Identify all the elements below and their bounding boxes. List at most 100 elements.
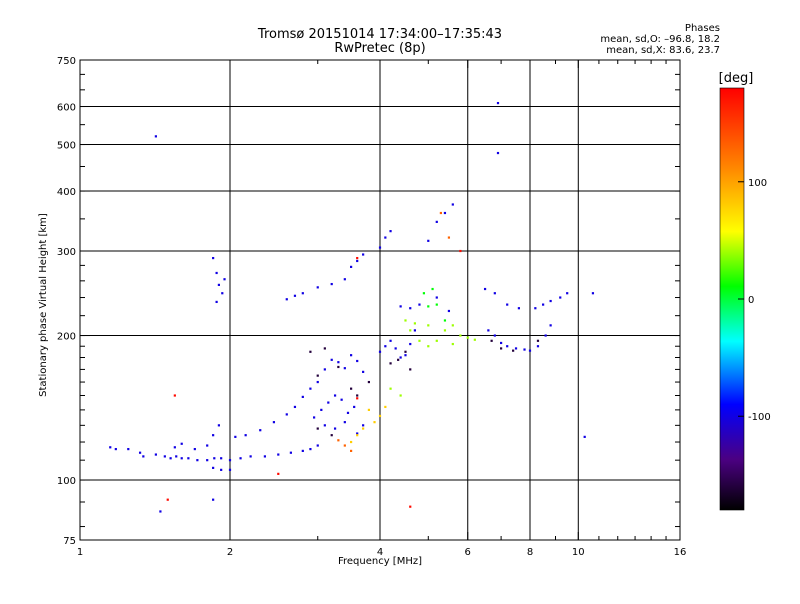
stats-heading: Phases xyxy=(684,23,720,34)
data-point xyxy=(427,324,430,327)
data-point xyxy=(496,101,500,105)
data-point xyxy=(362,370,365,373)
data-point xyxy=(435,303,438,306)
y-tick-label: 500 xyxy=(57,141,76,152)
data-point xyxy=(427,239,430,242)
data-point xyxy=(356,394,359,397)
data-point xyxy=(169,457,172,460)
data-point xyxy=(193,447,196,451)
data-point xyxy=(536,339,540,342)
data-point xyxy=(350,265,353,268)
data-point xyxy=(196,459,199,462)
data-point xyxy=(459,334,462,337)
data-point xyxy=(409,307,412,310)
data-point xyxy=(549,324,552,327)
data-point xyxy=(409,342,412,346)
data-point xyxy=(180,442,183,445)
data-point xyxy=(466,336,469,339)
x-tick-label: 1 xyxy=(77,547,83,558)
data-point xyxy=(413,329,416,332)
data-point xyxy=(249,455,252,458)
data-point xyxy=(493,292,496,295)
data-point xyxy=(427,305,430,308)
data-point xyxy=(323,347,326,350)
data-point xyxy=(384,405,387,409)
data-point xyxy=(272,421,276,424)
data-point xyxy=(323,424,326,427)
data-point xyxy=(487,329,490,332)
data-point xyxy=(114,447,117,451)
data-point xyxy=(404,350,407,353)
y-axis-label: Stationary phase Virtual Height [km] xyxy=(38,213,49,397)
data-point xyxy=(350,440,353,444)
data-point xyxy=(397,358,400,361)
data-point xyxy=(394,347,397,350)
data-point xyxy=(220,457,223,460)
data-point xyxy=(418,339,421,342)
data-point xyxy=(409,505,412,508)
data-point xyxy=(316,286,319,289)
data-point xyxy=(413,322,416,325)
data-point xyxy=(343,278,346,281)
data-point xyxy=(180,457,183,460)
data-point xyxy=(500,341,503,345)
data-point xyxy=(127,447,130,451)
data-point xyxy=(239,457,242,460)
data-point xyxy=(350,387,353,390)
data-point xyxy=(217,424,220,427)
data-point xyxy=(500,347,503,350)
data-point xyxy=(220,468,223,471)
x-tick-label: 6 xyxy=(465,547,471,558)
data-point xyxy=(301,395,304,398)
data-point xyxy=(330,358,333,361)
colorbar-tick-label: 0 xyxy=(748,295,754,306)
data-point xyxy=(187,457,190,460)
stats-x-mode: mean, sd,X: 83.6, 23.7 xyxy=(606,45,720,56)
data-point xyxy=(356,434,359,437)
data-point xyxy=(109,446,112,449)
data-point xyxy=(285,413,288,416)
data-point xyxy=(244,434,247,437)
data-point xyxy=(343,421,346,424)
data-point xyxy=(289,451,292,454)
data-point xyxy=(356,359,359,363)
data-point xyxy=(356,397,359,400)
data-point xyxy=(263,455,266,458)
data-point xyxy=(173,446,176,449)
chart-subtitle: RwPretec (8p) xyxy=(334,41,426,56)
data-point xyxy=(228,459,232,462)
data-point xyxy=(316,427,319,430)
data-point xyxy=(404,319,407,322)
data-point xyxy=(378,350,382,353)
chart-title: Tromsø 20151014 17:34:00–17:35:43 xyxy=(257,27,503,42)
data-point xyxy=(293,405,297,409)
x-tick-label: 10 xyxy=(572,547,585,558)
data-point xyxy=(528,349,532,352)
data-point xyxy=(138,451,142,454)
data-point xyxy=(173,394,176,397)
data-point xyxy=(309,387,312,390)
data-point xyxy=(439,211,442,215)
data-point xyxy=(367,408,370,411)
data-point xyxy=(323,368,326,371)
data-point xyxy=(327,401,330,404)
data-point xyxy=(343,367,346,370)
data-point xyxy=(163,455,166,458)
data-point xyxy=(512,349,515,352)
data-point xyxy=(514,347,518,350)
data-point xyxy=(443,211,447,215)
data-point xyxy=(337,439,340,442)
data-point xyxy=(506,345,509,348)
y-tick-label: 100 xyxy=(57,476,76,487)
data-point xyxy=(523,348,526,351)
data-point xyxy=(399,356,402,359)
data-point xyxy=(142,455,145,458)
data-point xyxy=(175,455,178,458)
x-tick-label: 4 xyxy=(377,547,383,558)
data-point xyxy=(313,416,316,419)
data-point xyxy=(443,319,447,322)
data-point xyxy=(343,444,346,447)
data-point xyxy=(362,427,365,430)
